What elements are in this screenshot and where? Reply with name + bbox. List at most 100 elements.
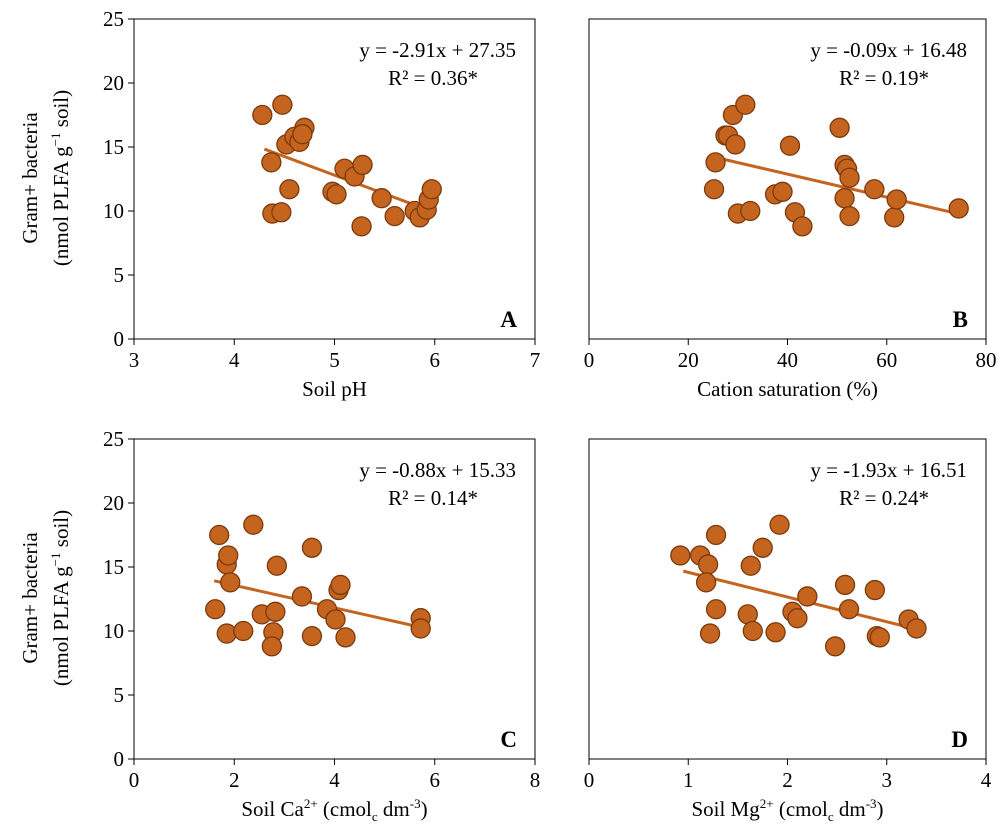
data-point [243,514,264,535]
data-point [352,154,373,176]
data-point [839,205,860,227]
data-point [906,618,927,639]
data-point [335,627,356,648]
regression-equation: y = -2.91x + 27.35 [359,38,516,62]
data-point [886,189,907,210]
data-point [266,555,288,576]
data-point [292,124,313,145]
data-point [261,636,282,657]
data-point [834,574,856,596]
panel-a: 3 4 5 6 7 0 5 10 15 20 25 Soil pH y = -2.91x + 27.35… [103,7,540,401]
data-point [869,627,890,648]
x-tick-label: 6 [430,348,441,372]
trendline [712,155,957,215]
x-tick-label: 2 [229,768,240,792]
panel-d: 0 1 2 3 4 Soil Mg2+ (cmolc dm-3) y = -1.93x + … [584,438,992,824]
x-tick-label: 0 [584,348,595,372]
data-point [371,188,392,209]
r-squared: R² = 0.24* [839,486,929,510]
data-point [279,179,300,200]
data-point [834,188,855,209]
data-point [765,622,786,643]
data-point [792,216,813,237]
x-tick-label: 8 [530,768,541,792]
y-tick-label: 0 [114,327,125,351]
data-point [697,554,719,575]
data-point [410,618,431,639]
data-point [301,537,323,558]
data-point [779,135,801,156]
y-tick-label: 5 [114,683,125,707]
data-point [233,620,254,642]
x-tick-label: 3 [882,768,893,792]
y-tick-label: 15 [103,135,124,159]
x-tick-label: 7 [530,348,541,372]
x-axis-label: Soil pH [302,377,367,401]
data-point [769,514,790,535]
data-point [326,184,347,205]
data-point [699,623,721,644]
x-tick-label: 0 [129,768,140,792]
x-tick-label: 4 [329,768,340,792]
x-tick-label: 3 [129,348,140,372]
panel-letter: B [953,307,968,332]
x-tick-label: 4 [229,348,240,372]
data-point [670,545,691,566]
data-point [384,205,405,227]
x-tick-label: 0 [584,768,595,792]
data-point [272,94,293,115]
y-tick-label: 5 [114,263,125,287]
data-point [705,599,727,620]
regression-equation: y = -0.09x + 16.48 [810,38,967,62]
data-point [220,572,241,593]
data-point [829,117,850,138]
y-tick-label: 10 [103,199,124,223]
data-point [271,202,292,223]
y-tick-label: 25 [103,427,124,451]
y-tick-label: 10 [103,619,124,643]
panel-c: 0 2 4 6 8 0 5 10 15 20 25 Soil Ca2+ (cmolc dm-3) y =… [103,427,540,824]
y-axis-title-bottom: Gram+ bacteria (nmol PLFA g−1 soil) [18,510,73,686]
panel-b: 0 20 40 60 80 Cation saturation (%) y = -0.09x… [584,18,997,401]
data-point [252,104,273,126]
data-point [705,524,727,546]
panel-letter: A [500,307,517,332]
x-axis-label: Soil Mg2+ (cmolc dm-3) [691,796,883,824]
data-point [838,599,860,620]
data-point [330,574,351,596]
data-point [291,586,313,607]
data-point [705,152,726,173]
data-point [735,94,756,115]
x-tick-label: 1 [683,768,694,792]
data-point [205,599,226,620]
x-axis-label: Soil Ca2+ (cmolc dm-3) [241,796,427,824]
y-axis-title-top-line1: Gram+ bacteria [18,112,42,244]
y-tick-label: 15 [103,555,124,579]
x-axis-label: Cation saturation (%) [697,377,878,401]
data-point [884,207,905,228]
data-point [725,134,746,155]
y-tick-label: 25 [103,7,124,31]
data-point [421,179,442,200]
r-squared: R² = 0.19* [839,66,929,90]
data-point [948,198,969,219]
x-tick-label: 20 [678,348,699,372]
y-axis-title-bottom-line2: (nmol PLFA g−1 soil) [48,510,73,686]
data-point [265,601,286,622]
data-point [839,167,860,188]
data-point [740,555,761,576]
x-tick-label: 4 [981,768,992,792]
x-tick-label: 80 [976,348,997,372]
data-point [351,216,372,237]
r-squared: R² = 0.14* [388,486,478,510]
data-point [703,179,725,200]
data-point [218,545,239,566]
data-point [742,620,763,642]
y-axis-title-bottom-line1: Gram+ bacteria [18,532,42,664]
data-point [695,572,717,593]
y-axis-title-top-line2: (nmol PLFA g−1 soil) [48,90,73,266]
data-point [864,579,885,601]
data-point [209,524,230,546]
r-squared: R² = 0.36* [388,66,478,90]
